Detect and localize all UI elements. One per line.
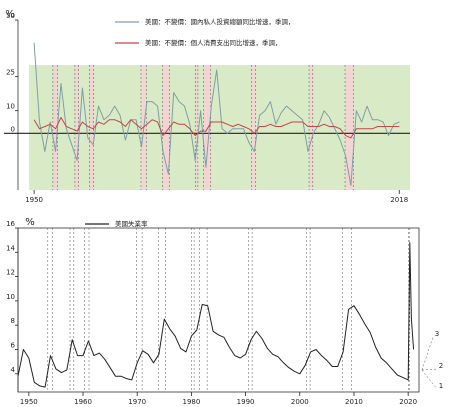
annotation: 1 [439, 382, 443, 390]
annotation: 2 [439, 362, 443, 370]
y-tick-label: 50 [6, 12, 15, 20]
recession-band [309, 65, 313, 190]
legend-label: 美國：不變價：個人消費支出同比增速，季調， [145, 38, 282, 47]
y-tick-label: 25 [6, 69, 15, 77]
recession-band [195, 65, 198, 190]
x-tick-label: 1950 [20, 398, 38, 406]
annotation-leader [421, 369, 438, 390]
y-tick-label: 16 [6, 220, 15, 228]
recession-band [89, 65, 94, 190]
recession-band [251, 65, 256, 190]
x-tick-label: 1970 [128, 398, 146, 406]
y-tick-label: 4 [11, 366, 16, 374]
y-axis-label: % [25, 217, 35, 228]
x-tick-label: 2010 [345, 398, 363, 406]
recession-band [345, 65, 354, 190]
x-tick-label: 2020 [399, 398, 417, 406]
y-tick-label: 8 [11, 317, 15, 325]
legend-label: 美國：不變價：國內私人投資總額同比增速，季調， [145, 17, 295, 26]
annotation: 3 [435, 330, 439, 338]
annotation-leader [421, 368, 438, 371]
recession-band [74, 65, 79, 190]
series-line [33, 42, 400, 186]
series-line [17, 242, 415, 388]
annotation-leader [421, 336, 434, 371]
y-axis-label: % [5, 9, 15, 20]
y-tick-label: 10 [6, 103, 15, 111]
x-tick-label: 2000 [291, 398, 309, 406]
legend-label: 美國失業率 [115, 219, 148, 228]
y-tick-label: 0 [11, 125, 15, 133]
y-tick-label: 14 [6, 244, 15, 252]
recession-band [52, 65, 58, 190]
x-tick-label: 1980 [182, 398, 200, 406]
x-tick-label: 1990 [237, 398, 255, 406]
recession-band [203, 65, 211, 190]
y-tick-label: 12 [6, 269, 15, 277]
x-tick-label: 2018 [390, 196, 408, 204]
x-tick-label: 1960 [74, 398, 92, 406]
recession-band [162, 65, 170, 190]
x-tick-label: 1950 [25, 196, 43, 204]
plot-frame [17, 227, 420, 393]
y-tick-label: 6 [11, 341, 16, 349]
series-line [33, 117, 400, 139]
y-tick-label: 10 [6, 293, 15, 301]
